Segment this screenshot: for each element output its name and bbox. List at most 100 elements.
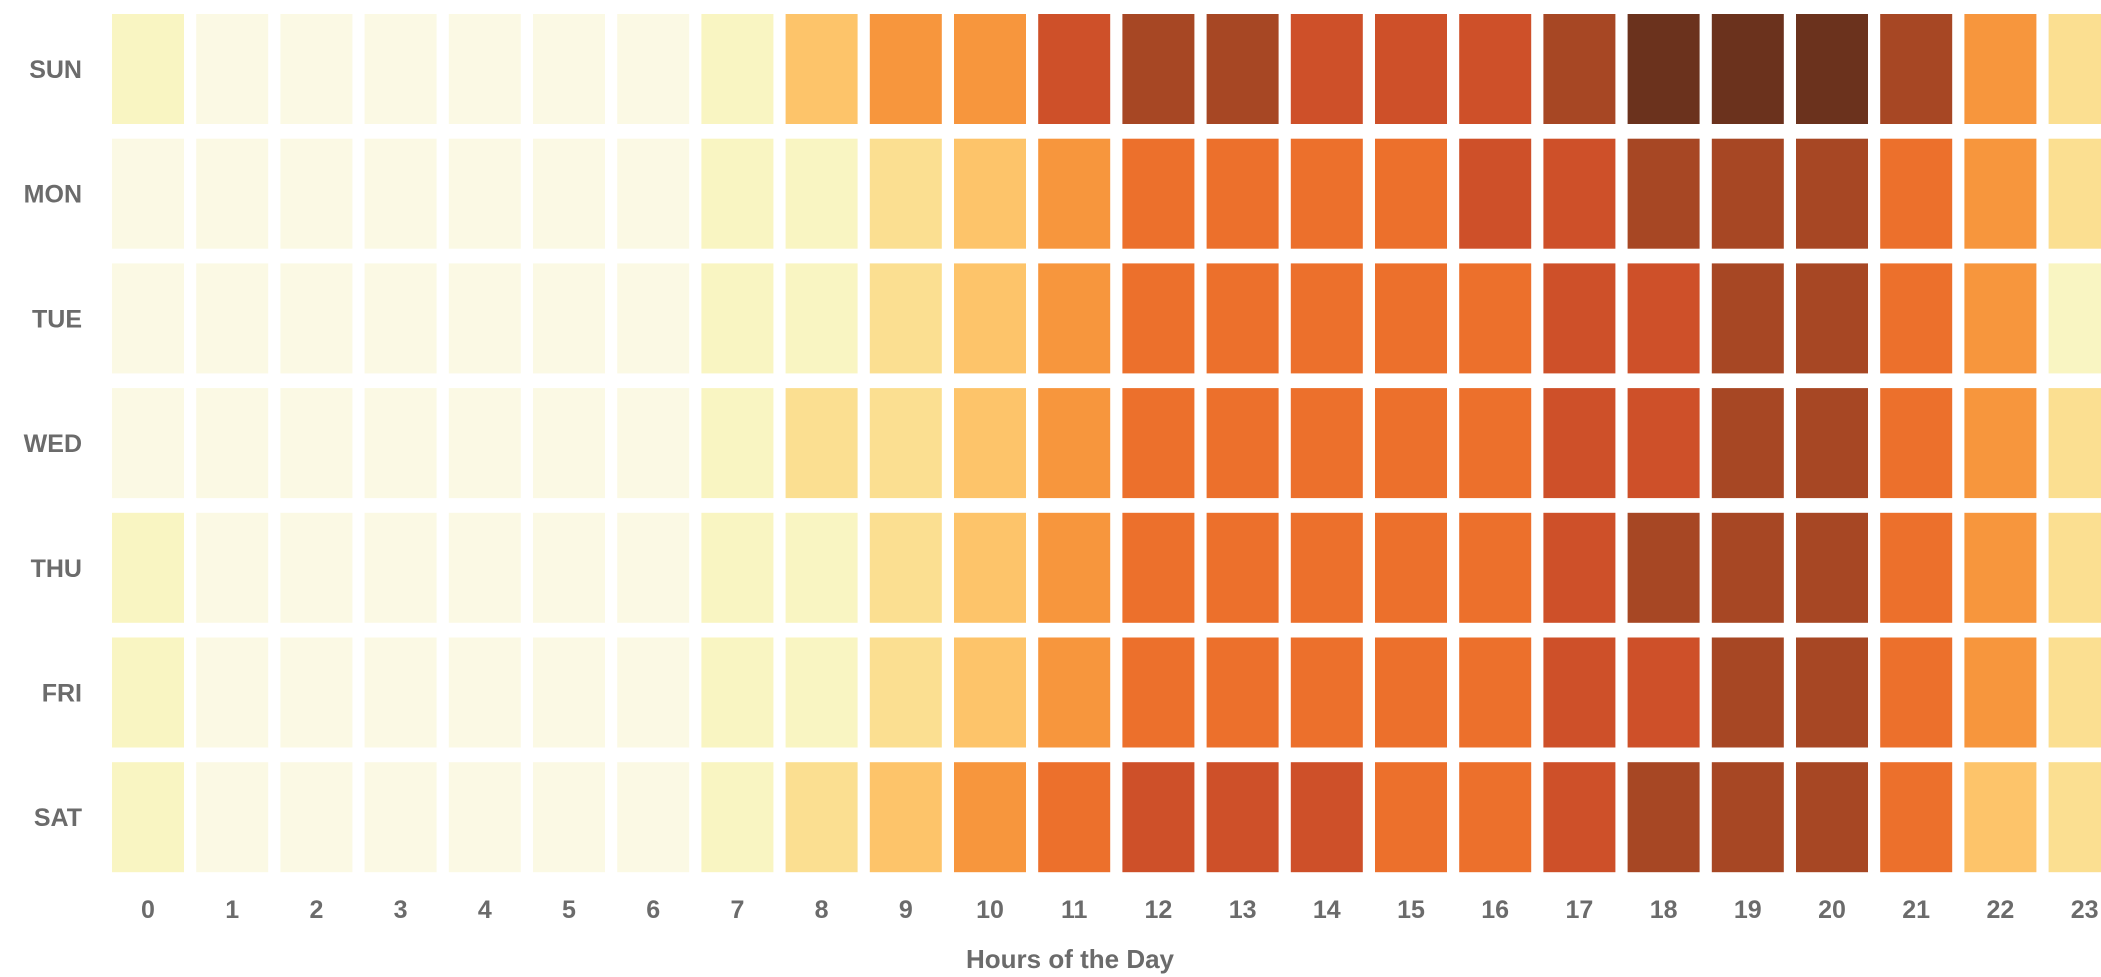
row-label-fri: FRI [42, 680, 82, 708]
column-label-1: 1 [225, 896, 239, 924]
heatmap-cell-fri-18 [1627, 637, 1700, 748]
heatmap-cell-wed-4 [448, 388, 521, 499]
heatmap-cell-fri-8 [785, 637, 858, 748]
column-label-9: 9 [899, 896, 913, 924]
heatmap-cell-mon-21 [1880, 138, 1953, 249]
heatmap-cell-fri-6 [617, 637, 690, 748]
column-label-12: 12 [1144, 896, 1172, 924]
heatmap-cell-thu-20 [1796, 512, 1868, 623]
row-label-wed: WED [24, 430, 82, 458]
heatmap-cell-tue-7 [701, 263, 774, 374]
heatmap-cell-sat-1 [196, 762, 269, 873]
heatmap-cell-sat-10 [954, 762, 1026, 873]
heatmap-cell-thu-12 [1122, 512, 1195, 623]
heatmap-cell-sat-0 [112, 762, 184, 873]
heatmap-cell-sat-22 [1964, 762, 2037, 873]
heatmap-cell-sun-18 [1627, 14, 1700, 124]
heatmap-cell-wed-13 [1206, 388, 1279, 499]
heatmap-cell-tue-16 [1459, 263, 1532, 374]
heatmap-cell-thu-15 [1375, 512, 1447, 623]
heatmap-cell-tue-15 [1375, 263, 1447, 374]
heatmap-cell-thu-7 [701, 512, 774, 623]
heatmap-cell-mon-4 [448, 138, 521, 249]
heatmap-cell-mon-16 [1459, 138, 1532, 249]
heatmap-cell-tue-5 [533, 263, 605, 374]
heatmap-cell-sat-4 [448, 762, 521, 873]
heatmap-cell-wed-15 [1375, 388, 1447, 499]
heatmap-cell-wed-20 [1796, 388, 1868, 499]
heatmap-cell-sat-19 [1711, 762, 1784, 873]
heatmap-cell-thu-6 [617, 512, 690, 623]
heatmap-cell-mon-7 [701, 138, 774, 249]
heatmap-cell-sun-12 [1122, 14, 1195, 124]
heatmap-cell-fri-0 [112, 637, 184, 748]
heatmap-cell-mon-6 [617, 138, 690, 249]
heatmap-cell-sun-15 [1375, 14, 1447, 124]
heatmap-cell-mon-2 [280, 138, 353, 249]
heatmap-cell-thu-8 [785, 512, 858, 623]
heatmap-cell-wed-21 [1880, 388, 1953, 499]
heatmap-cell-sat-18 [1627, 762, 1700, 873]
heatmap-cell-sun-19 [1711, 14, 1784, 124]
heatmap-cell-sat-13 [1206, 762, 1279, 873]
heatmap-cell-sun-22 [1964, 14, 2037, 124]
column-label-7: 7 [730, 896, 744, 924]
heatmap-cell-tue-19 [1711, 263, 1784, 374]
heatmap-cell-tue-14 [1290, 263, 1363, 374]
heatmap-cell-thu-2 [280, 512, 353, 623]
heatmap-cell-mon-19 [1711, 138, 1784, 249]
heatmap-cell-sat-21 [1880, 762, 1953, 873]
heatmap-cell-tue-11 [1038, 263, 1111, 374]
column-label-21: 21 [1902, 896, 1930, 924]
heatmap-cell-fri-21 [1880, 637, 1953, 748]
column-label-10: 10 [976, 896, 1004, 924]
column-label-23: 23 [2071, 896, 2099, 924]
heatmap-cell-thu-0 [112, 512, 184, 623]
heatmap-cell-wed-9 [869, 388, 942, 499]
heatmap-cell-sun-6 [617, 14, 690, 124]
heatmap-cell-sat-3 [364, 762, 437, 873]
heatmap-cell-tue-1 [196, 263, 269, 374]
column-label-11: 11 [1061, 896, 1088, 924]
column-label-2: 2 [309, 896, 323, 924]
heatmap-cell-wed-16 [1459, 388, 1532, 499]
heatmap-cell-wed-23 [2048, 388, 2101, 499]
heatmap-cell-sat-6 [617, 762, 690, 873]
heatmap-cell-mon-1 [196, 138, 269, 249]
heatmap-cell-sat-20 [1796, 762, 1868, 873]
heatmap-cell-mon-5 [533, 138, 605, 249]
heatmap-cell-thu-13 [1206, 512, 1279, 623]
heatmap-cell-wed-11 [1038, 388, 1111, 499]
heatmap-cell-fri-5 [533, 637, 605, 748]
heatmap-cell-sun-13 [1206, 14, 1279, 124]
column-label-19: 19 [1734, 896, 1762, 924]
heatmap-cell-tue-21 [1880, 263, 1953, 374]
heatmap-cell-tue-20 [1796, 263, 1868, 374]
heatmap-cell-mon-10 [954, 138, 1026, 249]
heatmap-cell-fri-15 [1375, 637, 1447, 748]
heatmap-cell-wed-0 [112, 388, 184, 499]
heatmap-cell-wed-5 [533, 388, 605, 499]
heatmap-cell-thu-21 [1880, 512, 1953, 623]
heatmap-cell-sat-9 [869, 762, 942, 873]
column-label-4: 4 [478, 896, 492, 924]
heatmap-cell-sun-1 [196, 14, 269, 124]
column-label-15: 15 [1397, 896, 1425, 924]
heatmap-cell-sun-9 [869, 14, 942, 124]
column-label-3: 3 [394, 896, 408, 924]
heatmap-cell-thu-22 [1964, 512, 2037, 623]
column-label-20: 20 [1818, 896, 1846, 924]
heatmap-cell-tue-17 [1543, 263, 1616, 374]
heatmap-cell-tue-8 [785, 263, 858, 374]
heatmap-cell-thu-16 [1459, 512, 1532, 623]
heatmap-cell-sat-15 [1375, 762, 1447, 873]
heatmap-cell-tue-18 [1627, 263, 1700, 374]
heatmap-cell-fri-7 [701, 637, 774, 748]
column-labels: 0 1 2 3 4 5 6 7 8 9 10 11 12 13 14 15 16 17 18 19 20 21 22 23 [141, 896, 2098, 924]
heatmap-cell-fri-20 [1796, 637, 1868, 748]
heatmap-cell-thu-4 [448, 512, 521, 623]
heatmap-cell-sun-2 [280, 14, 353, 124]
heatmap-cell-mon-3 [364, 138, 437, 249]
heatmap-cell-sat-17 [1543, 762, 1616, 873]
